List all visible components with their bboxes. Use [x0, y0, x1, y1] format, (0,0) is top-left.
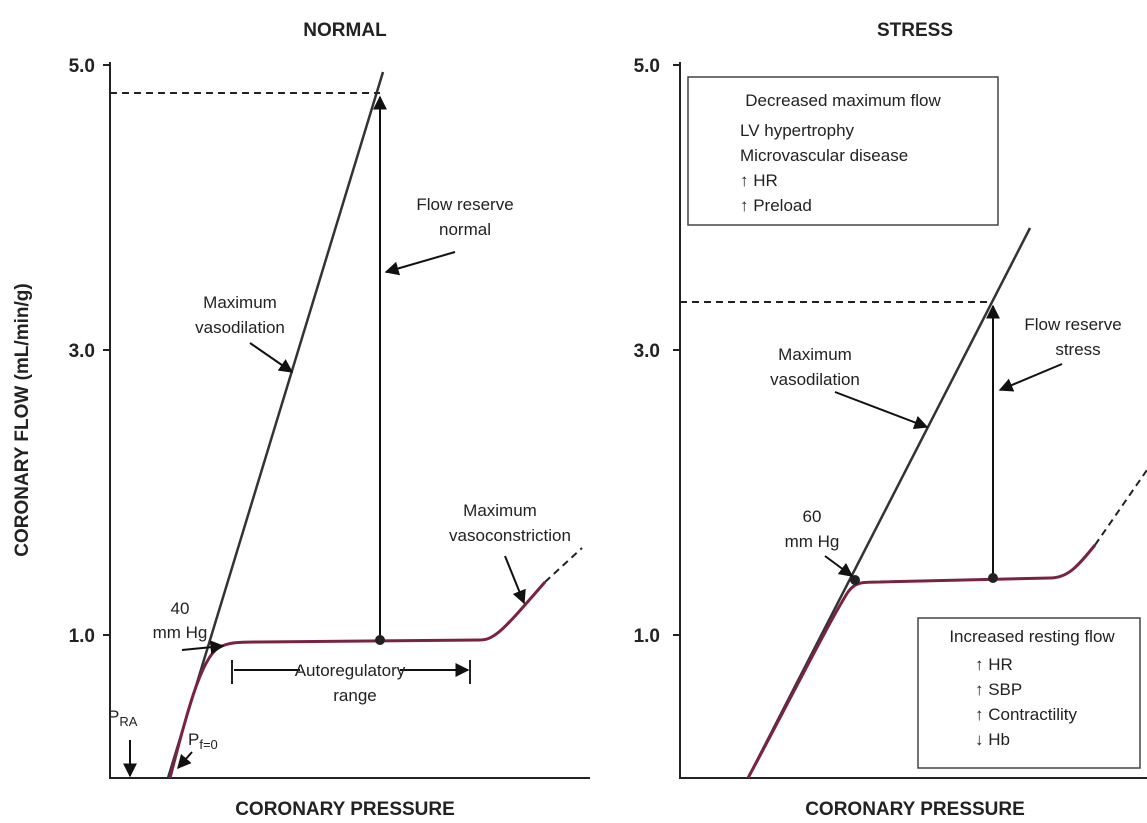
label: 60 mm Hg	[785, 507, 840, 551]
box-item: ↓ Hb	[975, 730, 1010, 749]
label: PRA	[108, 707, 138, 729]
label: Flow reserve normal	[416, 195, 513, 239]
box	[917, 617, 1141, 769]
y-tick-label: 5.0	[634, 56, 660, 77]
point	[850, 575, 860, 585]
text: normal	[439, 220, 491, 239]
text: f=0	[199, 737, 217, 752]
text: range	[333, 686, 376, 705]
text: Autoregulatory	[295, 661, 406, 680]
label: 40 mm Hg	[153, 599, 208, 642]
text: stress	[1055, 340, 1100, 359]
panel-title: NORMAL	[303, 20, 387, 41]
arrow	[181, 640, 225, 655]
box-item: Microvascular disease	[740, 146, 908, 165]
autoregulation-curve	[746, 544, 1097, 779]
label: Maximum vasodilation	[770, 345, 860, 389]
arrow	[177, 751, 193, 770]
curve-extension	[1094, 469, 1147, 546]
label: Maximum vasoconstriction	[449, 501, 571, 545]
y-tick-label: 1.0	[634, 626, 660, 647]
box-heading: Increased resting flow	[949, 627, 1115, 646]
panel-title: STRESS	[877, 20, 953, 41]
y-tick-label: 5.0	[69, 56, 95, 77]
text: RA	[119, 714, 137, 729]
y-tick-label: 3.0	[69, 341, 95, 362]
text: 40	[171, 599, 190, 618]
arrow	[998, 363, 1063, 392]
text: mm Hg	[785, 532, 840, 551]
x-axis-label: CORONARY PRESSURE	[235, 799, 455, 820]
arrow	[824, 555, 854, 577]
point	[988, 573, 998, 583]
text: mm Hg	[153, 623, 208, 642]
box-heading: Decreased maximum flow	[745, 91, 941, 110]
text: vasodilation	[770, 370, 860, 389]
label: Pf=0	[188, 730, 218, 752]
label: Flow reserve stress	[1024, 315, 1121, 359]
text: vasoconstriction	[449, 526, 571, 545]
box-item: LV hypertrophy	[740, 121, 855, 140]
box-item: ↑ HR	[975, 655, 1013, 674]
box-item: ↑ Contractility	[975, 705, 1078, 724]
text: 60	[803, 507, 822, 526]
max-vasodilation-line	[166, 71, 385, 779]
y-axis-label: CORONARY FLOW (mL/min/g)	[12, 283, 33, 556]
box-item: ↑ SBP	[975, 680, 1022, 699]
autoregulation-curve	[168, 581, 547, 779]
text: Maximum	[203, 293, 277, 312]
y-tick-label: 3.0	[634, 341, 660, 362]
box	[687, 76, 999, 226]
x-axis-label: CORONARY PRESSURE	[805, 799, 1025, 820]
text: vasodilation	[195, 318, 285, 337]
point	[375, 635, 385, 645]
text: Flow reserve	[1024, 315, 1121, 334]
arrow	[384, 251, 456, 276]
arrow	[834, 391, 929, 430]
y-tick-label: 1.0	[69, 626, 95, 647]
box-item: ↑ HR	[740, 171, 778, 190]
axes	[673, 62, 1147, 779]
label: Maximum vasodilation	[195, 293, 285, 337]
text: P	[108, 707, 119, 726]
text: Maximum	[463, 501, 537, 520]
box-item: ↑ Preload	[740, 196, 812, 215]
text: Maximum	[778, 345, 852, 364]
label: Autoregulatory range	[295, 661, 406, 705]
text: P	[188, 730, 199, 749]
curve-extension	[544, 547, 583, 583]
panel-stress: STRESS CORONARY PRESSURE 5.0 3.0 1.0 Dec…	[634, 20, 1147, 820]
arrow	[249, 342, 294, 373]
arrow	[504, 555, 526, 605]
panel-normal: NORMAL CORONARY FLOW (mL/min/g) CORONARY…	[12, 20, 590, 820]
axes	[103, 62, 590, 779]
text: Flow reserve	[416, 195, 513, 214]
